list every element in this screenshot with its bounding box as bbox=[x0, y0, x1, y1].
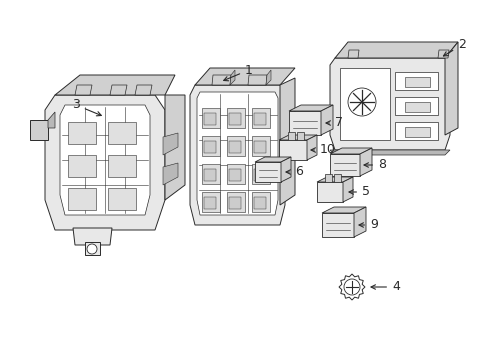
Polygon shape bbox=[30, 120, 48, 140]
Polygon shape bbox=[404, 102, 429, 112]
Polygon shape bbox=[404, 127, 429, 137]
Polygon shape bbox=[110, 85, 127, 95]
Text: 3: 3 bbox=[72, 99, 101, 116]
Polygon shape bbox=[321, 213, 353, 237]
Polygon shape bbox=[359, 148, 371, 176]
Polygon shape bbox=[163, 133, 178, 155]
Polygon shape bbox=[228, 141, 241, 153]
Text: 2: 2 bbox=[443, 39, 465, 56]
Text: 9: 9 bbox=[358, 219, 377, 231]
Polygon shape bbox=[279, 135, 316, 140]
Polygon shape bbox=[296, 132, 304, 140]
Polygon shape bbox=[253, 141, 265, 153]
Polygon shape bbox=[228, 113, 241, 125]
Polygon shape bbox=[197, 92, 278, 215]
Polygon shape bbox=[394, 72, 437, 90]
Polygon shape bbox=[228, 197, 241, 209]
Polygon shape bbox=[226, 164, 244, 184]
Polygon shape bbox=[329, 58, 449, 150]
Polygon shape bbox=[316, 177, 352, 182]
Polygon shape bbox=[251, 108, 269, 128]
Polygon shape bbox=[329, 148, 371, 154]
Polygon shape bbox=[253, 197, 265, 209]
Polygon shape bbox=[353, 207, 365, 237]
Polygon shape bbox=[226, 136, 244, 156]
Polygon shape bbox=[190, 85, 285, 225]
Polygon shape bbox=[68, 155, 96, 177]
Polygon shape bbox=[195, 68, 294, 85]
Polygon shape bbox=[75, 85, 92, 95]
Polygon shape bbox=[251, 136, 269, 156]
Polygon shape bbox=[253, 169, 265, 181]
Text: 10: 10 bbox=[310, 144, 335, 157]
Circle shape bbox=[87, 244, 97, 254]
Polygon shape bbox=[329, 150, 449, 155]
Polygon shape bbox=[226, 192, 244, 212]
Polygon shape bbox=[342, 177, 352, 202]
Polygon shape bbox=[55, 75, 175, 95]
Polygon shape bbox=[45, 95, 164, 230]
Text: 5: 5 bbox=[348, 185, 369, 198]
Polygon shape bbox=[444, 42, 457, 135]
Polygon shape bbox=[251, 164, 269, 184]
Polygon shape bbox=[108, 188, 136, 210]
Polygon shape bbox=[281, 157, 290, 182]
Polygon shape bbox=[228, 169, 241, 181]
Polygon shape bbox=[212, 75, 230, 85]
Polygon shape bbox=[321, 207, 365, 213]
Polygon shape bbox=[163, 163, 178, 185]
Polygon shape bbox=[135, 85, 152, 95]
Polygon shape bbox=[306, 135, 316, 160]
Polygon shape bbox=[203, 197, 216, 209]
Polygon shape bbox=[329, 154, 359, 176]
Polygon shape bbox=[251, 192, 269, 212]
Polygon shape bbox=[347, 50, 358, 58]
Polygon shape bbox=[108, 155, 136, 177]
Polygon shape bbox=[68, 188, 96, 210]
Text: 4: 4 bbox=[370, 280, 399, 293]
Polygon shape bbox=[202, 108, 220, 128]
Polygon shape bbox=[254, 162, 281, 182]
Polygon shape bbox=[325, 174, 331, 182]
Polygon shape bbox=[437, 50, 448, 58]
Polygon shape bbox=[316, 182, 342, 202]
Polygon shape bbox=[229, 70, 235, 85]
Polygon shape bbox=[203, 141, 216, 153]
Polygon shape bbox=[288, 111, 320, 135]
Polygon shape bbox=[404, 77, 429, 87]
Text: 6: 6 bbox=[285, 166, 302, 179]
Polygon shape bbox=[279, 140, 306, 160]
Polygon shape bbox=[203, 169, 216, 181]
Polygon shape bbox=[202, 192, 220, 212]
Polygon shape bbox=[338, 274, 364, 300]
Polygon shape bbox=[202, 136, 220, 156]
Polygon shape bbox=[73, 228, 112, 245]
Polygon shape bbox=[48, 112, 55, 128]
Polygon shape bbox=[333, 174, 340, 182]
Polygon shape bbox=[68, 122, 96, 144]
Polygon shape bbox=[226, 108, 244, 128]
Polygon shape bbox=[334, 42, 457, 58]
Polygon shape bbox=[394, 97, 437, 115]
Polygon shape bbox=[288, 105, 332, 111]
Polygon shape bbox=[108, 122, 136, 144]
Circle shape bbox=[343, 279, 359, 295]
Polygon shape bbox=[339, 68, 389, 140]
Polygon shape bbox=[287, 132, 294, 140]
Polygon shape bbox=[280, 78, 294, 205]
Polygon shape bbox=[60, 105, 150, 215]
Polygon shape bbox=[164, 95, 184, 200]
Polygon shape bbox=[247, 75, 266, 85]
Polygon shape bbox=[202, 164, 220, 184]
Polygon shape bbox=[265, 70, 270, 85]
Text: 1: 1 bbox=[223, 63, 252, 81]
Text: 8: 8 bbox=[363, 158, 385, 171]
Text: 7: 7 bbox=[325, 117, 342, 130]
Polygon shape bbox=[253, 113, 265, 125]
Polygon shape bbox=[320, 105, 332, 135]
Polygon shape bbox=[254, 157, 290, 162]
Polygon shape bbox=[394, 122, 437, 140]
Polygon shape bbox=[203, 113, 216, 125]
Polygon shape bbox=[85, 242, 100, 255]
